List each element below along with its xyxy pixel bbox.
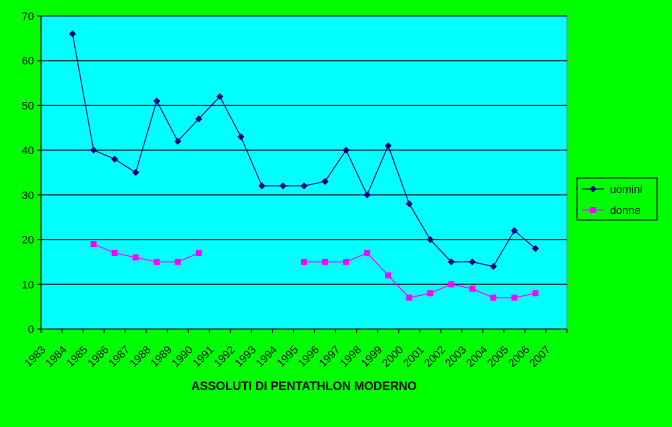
gridlines (41, 15, 567, 285)
data-point-uomini (69, 30, 77, 38)
x-tick-label: 1990 (170, 344, 196, 370)
data-point-donne (364, 249, 371, 256)
data-point-uomini (174, 137, 182, 145)
chart-title: ASSOLUTI DI PENTATHLON MODERNO (191, 379, 417, 393)
data-point-uomini (216, 92, 224, 100)
x-tick-label: 1994 (254, 344, 280, 370)
x-tick-labels: 1983198419851986198719881989199019911992… (22, 344, 553, 370)
x-tick-label: 2000 (380, 344, 406, 370)
data-point-donne (511, 294, 518, 301)
data-point-uomini (510, 227, 518, 235)
axes (37, 15, 568, 333)
y-tick-label: 0 (28, 324, 34, 336)
data-point-donne (469, 285, 476, 292)
x-tick-label: 2005 (485, 344, 511, 370)
x-tick-label: 1984 (44, 344, 70, 370)
y-tick-label: 30 (22, 190, 34, 202)
data-point-uomini (363, 191, 371, 199)
data-point-donne (153, 258, 160, 265)
data-point-uomini (153, 97, 161, 105)
x-tick-label: 2001 (401, 344, 427, 370)
x-tick-label: 1989 (149, 344, 175, 370)
data-point-uomini (237, 133, 245, 141)
y-tick-label: 40 (22, 145, 34, 157)
x-tick-label: 2006 (506, 344, 532, 370)
data-point-uomini (384, 142, 392, 150)
data-point-donne (322, 258, 329, 265)
data-point-donne (448, 281, 455, 288)
y-tick-label: 20 (22, 235, 34, 247)
data-point-donne (427, 290, 434, 297)
x-tick-label: 2004 (464, 344, 490, 370)
x-tick-label: 1985 (65, 344, 91, 370)
series-line-donne (304, 252, 536, 299)
y-tick-label: 70 (22, 11, 34, 23)
data-point-uomini (426, 236, 434, 244)
legend-label-donne: donne (610, 205, 641, 217)
data-point-donne (301, 258, 307, 265)
data-point-uomini (342, 146, 350, 154)
data-point-uomini (447, 258, 455, 266)
x-tick-label: 2003 (443, 344, 469, 370)
data-point-uomini (405, 200, 413, 208)
legend-marker-uomini (589, 185, 597, 193)
data-point-uomini (195, 115, 203, 123)
data-point-donne (174, 258, 181, 265)
y-tick-label: 60 (22, 56, 34, 68)
x-tick-label: 1995 (275, 344, 301, 370)
legend: uomini donne (576, 177, 658, 221)
data-point-donne (132, 254, 139, 261)
data-point-donne (90, 241, 97, 248)
data-point-uomini (279, 182, 287, 190)
x-tick-label: 1996 (296, 344, 322, 370)
x-tick-label: 1986 (86, 344, 112, 370)
data-point-uomini (90, 146, 98, 154)
x-tick-label: 2002 (422, 344, 448, 370)
x-tick-label: 1999 (359, 344, 385, 370)
y-tick-label: 50 (22, 100, 34, 112)
x-tick-label: 1993 (233, 344, 259, 370)
data-point-donne (385, 272, 392, 279)
data-point-donne (490, 294, 497, 301)
data-point-donne (195, 249, 202, 256)
data-point-uomini (468, 258, 476, 266)
x-tick-label: 1998 (338, 344, 364, 370)
data-point-donne (343, 258, 350, 265)
x-tick-label: 1991 (191, 344, 217, 370)
legend-label-uomini: uomini (610, 184, 642, 196)
legend-marker-donne (590, 207, 596, 213)
x-tick-label: 2007 (527, 344, 553, 370)
data-point-donne (111, 249, 118, 256)
data-point-uomini (321, 177, 329, 185)
data-point-uomini (489, 262, 497, 270)
series-markers (69, 30, 539, 301)
plot-area (40, 15, 568, 330)
x-tick-label: 1987 (107, 344, 133, 370)
y-tick-labels: 0 10 20 30 40 50 60 70 (22, 11, 34, 336)
x-tick-label: 1988 (128, 344, 154, 370)
data-point-uomini (300, 182, 308, 190)
series-line-donne (93, 243, 199, 263)
y-tick-label: 10 (22, 279, 34, 291)
x-tick-label: 1997 (317, 344, 343, 370)
data-point-uomini (111, 155, 119, 163)
data-point-donne (406, 294, 413, 301)
data-point-donne (532, 290, 539, 297)
data-point-uomini (132, 169, 140, 176)
data-point-uomini (258, 182, 266, 190)
data-point-uomini (531, 245, 539, 253)
x-tick-label: 1992 (212, 344, 238, 370)
x-tick-label: 1983 (22, 344, 48, 370)
